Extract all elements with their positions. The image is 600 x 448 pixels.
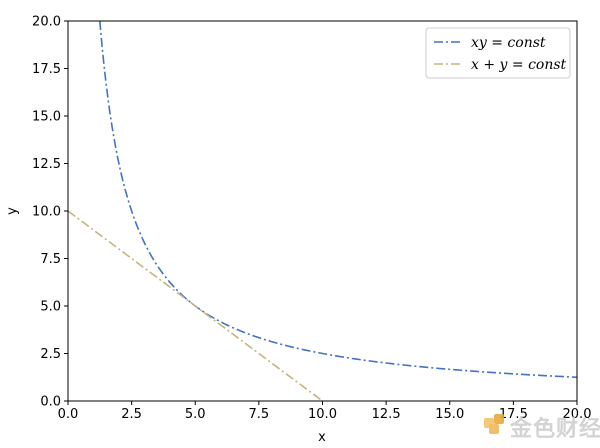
y-tick-label: 17.5 (32, 62, 61, 77)
legend: xy = const x + y = const (425, 27, 571, 79)
x-tick-label: 17.5 (499, 407, 528, 422)
series-line-1 (99, 21, 577, 379)
y-tick-label: 12.5 (32, 157, 61, 172)
golden-block-logo-icon (484, 414, 504, 434)
x-tick-label: 15.0 (435, 407, 464, 422)
y-axis-ticks: 0.0 2.5 5.0 7.5 10.0 12.5 15.0 17.5 20.0 (32, 15, 68, 410)
y-tick-label: 2.5 (40, 347, 61, 362)
y-tick-label: 5.0 (40, 300, 61, 315)
y-tick-label: 0.0 (40, 395, 61, 410)
watermark-text: 金色财经 (509, 416, 600, 442)
legend-label-1: xy = const (471, 35, 546, 51)
x-tick-label: 0.0 (58, 407, 79, 422)
y-tick-label: 10.0 (32, 205, 61, 220)
legend-label-2: x + y = const (471, 57, 567, 73)
plot-background (68, 21, 577, 401)
y-tick-label: 15.0 (32, 110, 61, 125)
x-tick-label: 7.5 (249, 407, 270, 422)
y-tick-label: 20.0 (32, 15, 61, 30)
x-tick-label: 2.5 (121, 407, 142, 422)
x-axis-ticks: 0.0 2.5 5.0 7.5 10.0 12.5 15.0 17.5 20.0 (58, 401, 592, 422)
y-tick-label: 7.5 (40, 252, 61, 267)
x-tick-label: 5.0 (185, 407, 206, 422)
watermark: 金色财经 (484, 414, 600, 442)
series-layer (68, 21, 577, 401)
x-axis-label: x (318, 430, 326, 445)
x-tick-label: 20.0 (563, 407, 592, 422)
plot-area (68, 21, 577, 401)
x-tick-label: 10.0 (308, 407, 337, 422)
y-axis-label: y (5, 207, 20, 215)
x-tick-label: 12.5 (372, 407, 401, 422)
legend-box (425, 27, 571, 79)
series-line-2 (68, 210, 323, 401)
